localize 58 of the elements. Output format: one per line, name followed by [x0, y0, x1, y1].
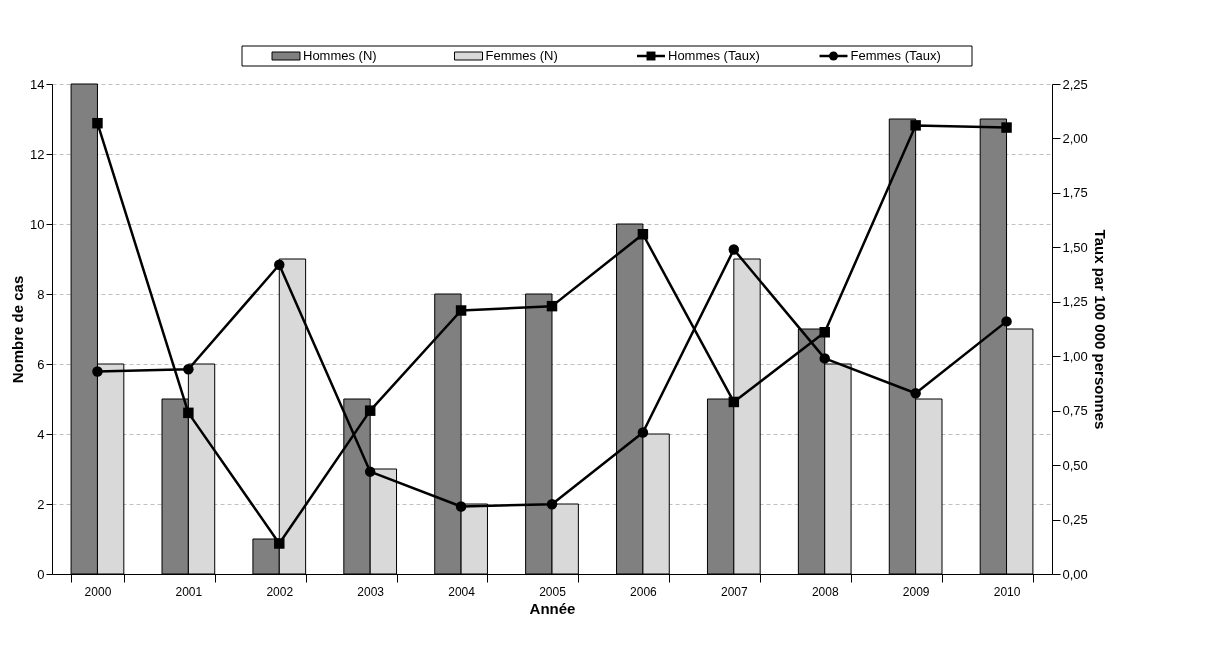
point	[819, 353, 830, 364]
point	[728, 244, 740, 255]
y2-tick-label: 1,00	[1062, 348, 1088, 364]
y2-tick-label: 2,25	[1062, 76, 1088, 92]
y2-tick-label: 1,50	[1062, 239, 1088, 255]
x-tick-label: 2009	[902, 584, 930, 599]
point	[274, 538, 285, 549]
legend-label: Femmes (N)	[485, 48, 558, 63]
point	[546, 300, 558, 312]
x-tick-label: 2003	[357, 584, 385, 599]
x-tick-label: 2008	[811, 584, 839, 599]
point	[364, 466, 376, 477]
y-tick-label: 14	[30, 76, 45, 92]
y2-tick-label: 0,50	[1062, 457, 1088, 473]
y-tick-label: 4	[37, 426, 45, 442]
y-tick-label: 8	[37, 286, 45, 302]
y-tick-label: 0	[37, 566, 45, 582]
x-tick-label: 2001	[175, 584, 203, 599]
point	[1001, 316, 1012, 327]
y2-axis-title: Taux par 100 000 personnes	[1091, 229, 1109, 430]
y2-tick-label: 1,75	[1062, 185, 1088, 201]
point	[1001, 122, 1012, 133]
point	[364, 405, 376, 416]
point	[637, 229, 649, 240]
y-tick-label: 2	[37, 496, 45, 512]
y-tick-label: 10	[30, 216, 45, 232]
point	[819, 327, 830, 338]
point	[910, 388, 921, 399]
y-axis-title: Nombre de cas	[9, 275, 27, 384]
point	[728, 396, 740, 408]
point	[92, 366, 103, 377]
x-tick-label: 2007	[720, 584, 748, 599]
x-tick-label: 2002	[266, 584, 294, 599]
point	[455, 305, 467, 316]
y-tick-label: 6	[37, 356, 45, 372]
point	[455, 501, 467, 512]
y2-tick-label: 2,00	[1062, 130, 1088, 146]
x-tick-label: 2004	[448, 584, 476, 599]
y-tick-label: 12	[30, 146, 45, 162]
point	[274, 259, 285, 270]
point	[546, 499, 558, 510]
x-tick-label: 2010	[993, 584, 1021, 599]
y2-tick-label: 1,25	[1062, 294, 1088, 310]
y2-tick-label: 0,00	[1062, 566, 1088, 582]
point	[637, 427, 649, 438]
x-tick-label: 2005	[539, 584, 567, 599]
y2-tick-label: 0,75	[1062, 403, 1088, 419]
legend-label: Hommes (Taux)	[668, 48, 760, 63]
legend-label: Femmes (Taux)	[850, 48, 941, 63]
x-tick-label: 2006	[630, 584, 658, 599]
legend-label: Hommes (N)	[303, 48, 377, 63]
point	[910, 120, 921, 131]
x-tick-label: 2000	[84, 584, 112, 599]
point	[92, 117, 103, 129]
y2-tick-label: 0,25	[1062, 512, 1088, 528]
point	[183, 407, 194, 419]
x-axis-title: Année	[529, 599, 576, 617]
point	[183, 364, 194, 375]
